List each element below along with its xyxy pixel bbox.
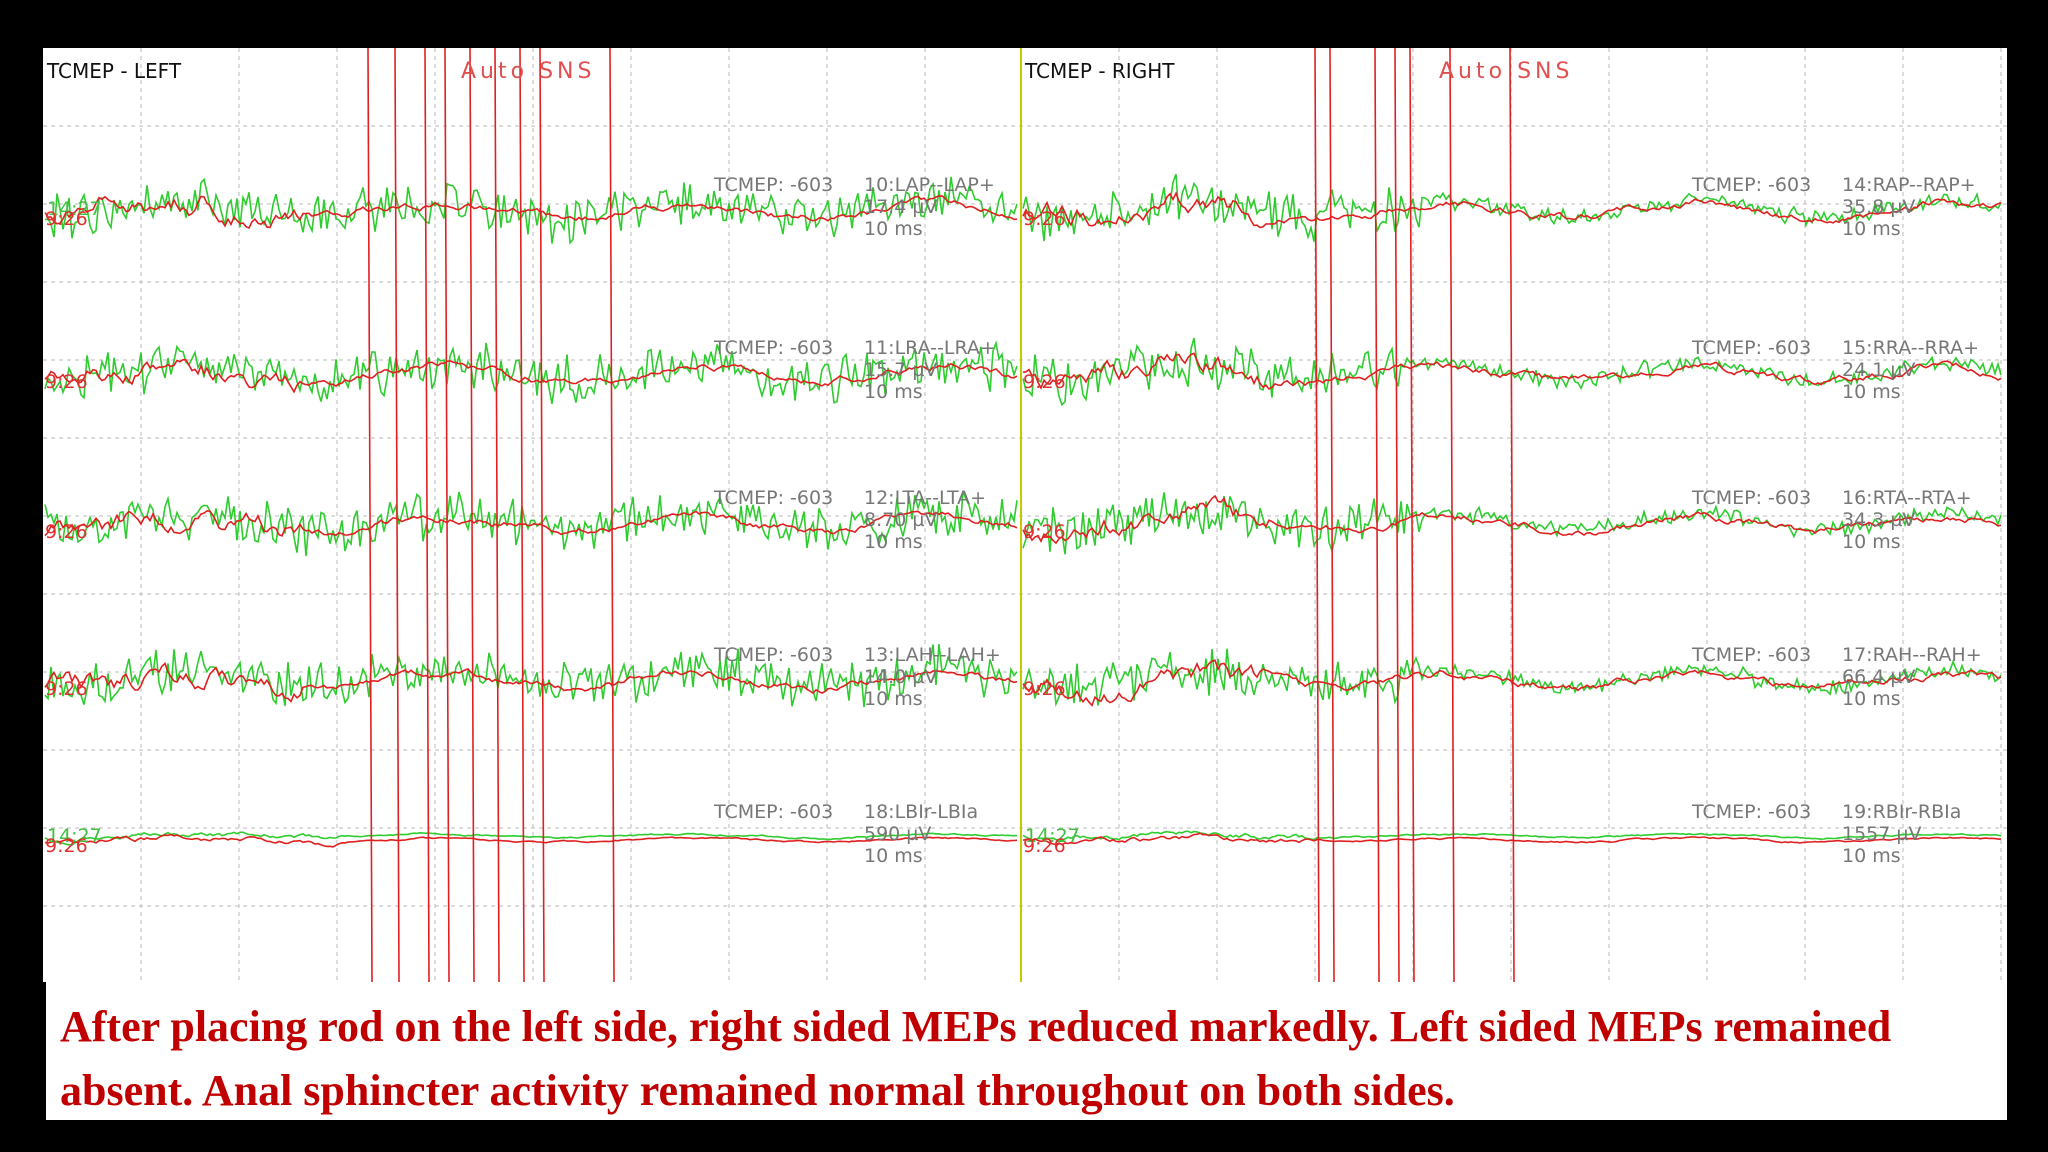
artifact-spike bbox=[394, 47, 400, 982]
waveform bbox=[44, 833, 1018, 848]
amplitude: 66.4 µV bbox=[1842, 666, 1915, 688]
pane-title: TCMEP - LEFT bbox=[46, 59, 182, 83]
artifact-spike bbox=[424, 47, 430, 982]
test-label: TCMEP: -603 bbox=[1691, 801, 1811, 823]
waveform bbox=[44, 176, 1018, 245]
timebase: 10 ms bbox=[864, 531, 923, 553]
waveform bbox=[1022, 830, 2002, 842]
channel-name: 15:RRA--RRA+ bbox=[1842, 337, 1979, 359]
timebase: 10 ms bbox=[1842, 845, 1901, 867]
pane-title: TCMEP - RIGHT bbox=[1024, 59, 1175, 83]
amplitude: 8.70 µV bbox=[864, 509, 937, 531]
waveform bbox=[44, 509, 1018, 537]
test-label: TCMEP: -603 bbox=[1691, 337, 1811, 359]
test-label: TCMEP: -603 bbox=[713, 337, 833, 359]
test-label: TCMEP: -603 bbox=[713, 487, 833, 509]
waveform bbox=[44, 644, 1018, 708]
artifact-spike bbox=[494, 47, 500, 982]
timebase: 10 ms bbox=[864, 688, 923, 710]
time-label: 9:26 bbox=[1023, 678, 1066, 700]
timebase: 10 ms bbox=[1842, 688, 1901, 710]
amplitude: 35.8 µV bbox=[1842, 196, 1915, 218]
channel-name: 16:RTA--RTA+ bbox=[1842, 487, 1972, 509]
time-label: 9:26 bbox=[45, 371, 88, 393]
earlier-time: 14:27 bbox=[1025, 825, 1080, 847]
time-label: 9:26 bbox=[45, 835, 88, 857]
artifact-spike bbox=[1329, 47, 1335, 982]
timebase: 10 ms bbox=[1842, 531, 1901, 553]
artifact-spike bbox=[1409, 47, 1415, 982]
channel-name: 10:LAP--LAP+ bbox=[864, 174, 995, 196]
channel-name: 14:RAP--RAP+ bbox=[1842, 174, 1976, 196]
time-label: 9:26 bbox=[45, 521, 88, 543]
waveform bbox=[1022, 832, 2001, 846]
test-label: TCMEP: -603 bbox=[1691, 644, 1811, 666]
test-label: TCMEP: -603 bbox=[1691, 487, 1811, 509]
artifact-spike bbox=[367, 47, 373, 982]
time-label: 9:26 bbox=[1023, 835, 1066, 857]
artifact-spike bbox=[1509, 47, 1515, 982]
earlier-time: 14:27 bbox=[47, 825, 102, 847]
channel-name: 12:LTA--LTA+ bbox=[864, 487, 986, 509]
artifact-spike bbox=[1394, 47, 1400, 982]
time-label: 9:26 bbox=[1023, 208, 1066, 230]
time-label: 9:26 bbox=[1023, 371, 1066, 393]
channel-name: 18:LBIr-LBIa bbox=[864, 801, 978, 823]
waveform bbox=[44, 490, 1018, 556]
amplitude: 590 µV bbox=[864, 823, 931, 845]
mode-label: Auto SNS bbox=[461, 59, 595, 84]
waveform bbox=[1022, 191, 2002, 229]
test-label: TCMEP: -603 bbox=[713, 801, 833, 823]
timebase: 10 ms bbox=[864, 381, 923, 403]
channel-name: 17:RAH--RAH+ bbox=[1842, 644, 1982, 666]
monitor-screen: TCMEP - LEFT Auto SNS TCMEP: -603 10:LAP--L… bbox=[43, 47, 2007, 982]
test-label: TCMEP: -603 bbox=[713, 644, 833, 666]
channel-name: 11:LRA--LRA+ bbox=[864, 337, 996, 359]
timebase: 10 ms bbox=[864, 845, 923, 867]
time-label: 9:26 bbox=[45, 678, 88, 700]
artifact-spike bbox=[1314, 47, 1320, 982]
mode-label: Auto SNS bbox=[1439, 59, 1573, 84]
waveform bbox=[44, 195, 1018, 230]
artifact-spike bbox=[609, 47, 615, 982]
test-label: TCMEP: -603 bbox=[713, 174, 833, 196]
amplitude: 17.4 µV bbox=[864, 196, 937, 218]
waveform bbox=[44, 662, 1018, 703]
time-label: 9:26 bbox=[1023, 521, 1066, 543]
artifact-spike bbox=[519, 47, 525, 982]
artifact-spike bbox=[444, 47, 450, 982]
channel-name: 19:RBIr-RBIa bbox=[1842, 801, 1961, 823]
artifact-spike bbox=[1374, 47, 1380, 982]
channel-name: 13:LAH--LAH+ bbox=[864, 644, 1001, 666]
test-label: TCMEP: -603 bbox=[1691, 174, 1811, 196]
caption: After placing rod on the left side, righ… bbox=[46, 982, 2007, 1120]
artifact-spike bbox=[469, 47, 475, 982]
timebase: 10 ms bbox=[864, 218, 923, 240]
waveform bbox=[44, 358, 1018, 394]
timebase: 10 ms bbox=[1842, 381, 1901, 403]
waveform bbox=[44, 831, 1018, 846]
amplitude: 1557 µV bbox=[1842, 823, 1921, 845]
amplitude: 14.0 µV bbox=[864, 666, 937, 688]
waveform bbox=[1022, 173, 2002, 242]
earlier-time: 14:27 bbox=[47, 198, 102, 220]
amplitude: 24.1 µV bbox=[1842, 359, 1915, 381]
artifact-spike bbox=[539, 47, 545, 982]
artifact-spike bbox=[1449, 47, 1455, 982]
timebase: 10 ms bbox=[1842, 218, 1901, 240]
waveform bbox=[44, 340, 1018, 404]
time-label: 9:26 bbox=[45, 208, 88, 230]
amplitude: 15.7 µV bbox=[864, 359, 937, 381]
amplitude: 34.3 µV bbox=[1842, 509, 1915, 531]
